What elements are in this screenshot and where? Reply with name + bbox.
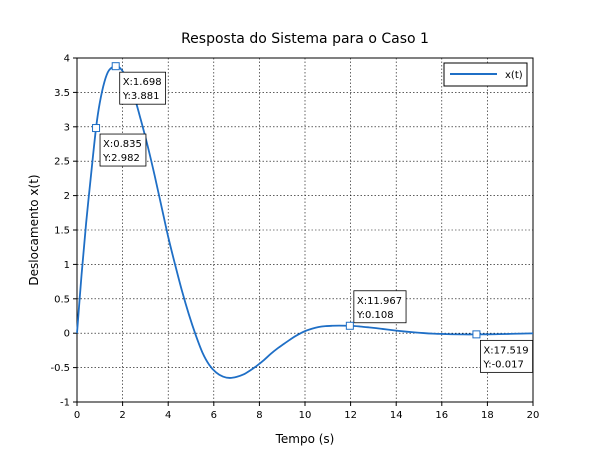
y-tick-label: 1 xyxy=(64,260,70,271)
x-tick-label: 0 xyxy=(74,410,80,421)
datatip-marker xyxy=(92,124,101,133)
x-tick-label: 4 xyxy=(165,410,171,421)
x-tick-label: 2 xyxy=(119,410,125,421)
grid xyxy=(77,58,533,402)
y-tick-label: 0 xyxy=(64,329,70,340)
y-tick-label: 0.5 xyxy=(54,294,70,305)
datatip-y-label: Y:2.982 xyxy=(102,153,140,164)
legend: x(t) xyxy=(443,62,528,87)
x-axis-label: Tempo (s) xyxy=(275,432,335,446)
y-axis-label: Deslocamento x(t) xyxy=(27,174,41,285)
legend-label-xt: x(t) xyxy=(505,70,523,81)
datatip-marker xyxy=(111,62,120,71)
datatip-marker xyxy=(472,330,481,339)
datatip-y-label: Y:0.108 xyxy=(356,310,394,321)
datatip[interactable]: X:0.835 Y:2.982 xyxy=(92,124,147,167)
y-tick-label: 2 xyxy=(64,191,70,202)
datatip-y-label: Y:3.881 xyxy=(122,91,160,102)
x-tick-label: 12 xyxy=(344,410,357,421)
datatip-box xyxy=(480,339,534,373)
x-tick-label: 10 xyxy=(299,410,312,421)
y-tick-label: -1 xyxy=(60,398,70,409)
y-tick-label: 2.5 xyxy=(54,157,70,168)
datatip-x-label: X:1.698 xyxy=(123,77,162,88)
datatip-x-label: X:0.835 xyxy=(103,139,142,150)
datatip-box xyxy=(353,290,407,324)
y-tick-label: 3.5 xyxy=(54,88,70,99)
y-tick-label: 1.5 xyxy=(54,226,70,237)
x-tick-label: 8 xyxy=(256,410,262,421)
datatip[interactable]: X:17.519 Y:-0.017 xyxy=(472,330,534,373)
datatip-x-label: X:11.967 xyxy=(357,296,402,307)
y-tick-label: 4 xyxy=(64,54,70,65)
x-tick-label: 6 xyxy=(211,410,217,421)
x-tick-label: 16 xyxy=(435,410,448,421)
chart-title: Resposta do Sistema para o Caso 1 xyxy=(181,31,429,47)
datatip-y-label: Y:-0.017 xyxy=(482,359,523,370)
datatip-box xyxy=(99,133,147,167)
y-tick-label: 3 xyxy=(64,122,70,133)
datatips-layer: X:1.698 Y:3.881 X:0.835 Y:2.982 X:11.967 Y:0.… xyxy=(92,62,534,373)
y-tick-label: -0.5 xyxy=(50,363,70,374)
ticks xyxy=(73,57,534,406)
x-tick-label: 14 xyxy=(390,410,403,421)
datatip[interactable]: X:1.698 Y:3.881 xyxy=(111,62,167,105)
datatip-box xyxy=(119,71,167,105)
datatip[interactable]: X:11.967 Y:0.108 xyxy=(345,290,407,330)
datatip-x-label: X:17.519 xyxy=(483,345,528,356)
x-tick-label: 18 xyxy=(481,410,494,421)
datatip-marker xyxy=(345,321,354,330)
x-tick-label: 20 xyxy=(527,410,540,421)
tick-labels: 0 2 4 6 8 10 12 14 16 18 20 -1 -0.5 0 0.5 1 1.5 2 2.5 3 3.5 4 xyxy=(50,54,539,422)
